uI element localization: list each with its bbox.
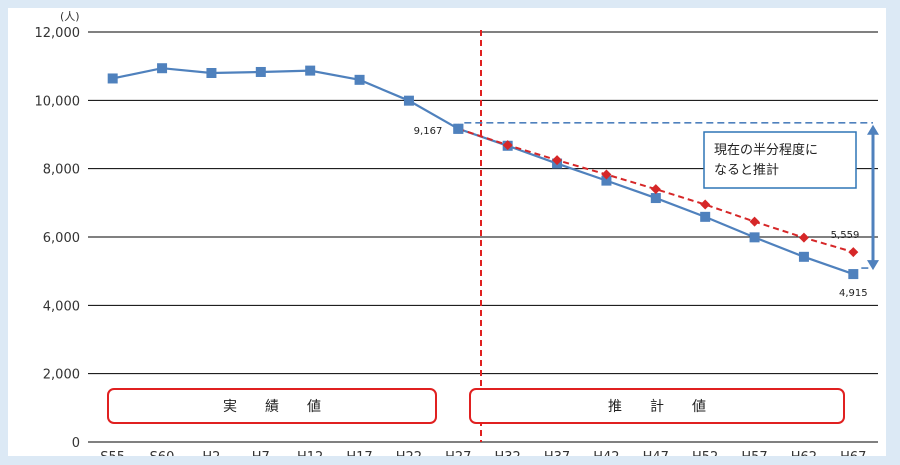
data-point-0 (354, 74, 365, 85)
data-labels: 9,167 5,559 4,915 (414, 126, 868, 299)
data-point-0 (601, 175, 612, 186)
region-labels: 実 績 値推 計 値 (107, 388, 845, 424)
data-point-0 (157, 63, 168, 74)
data-point-0 (848, 269, 859, 280)
x-tick-label: H42 (593, 450, 619, 456)
data-point-1 (700, 199, 711, 210)
x-tick-label: H17 (346, 450, 372, 456)
y-tick-label: 12,000 (35, 26, 81, 41)
data-point-1 (601, 169, 612, 180)
data-point-0 (700, 211, 711, 222)
data-point-0 (403, 95, 414, 106)
x-tick-label: H62 (791, 450, 817, 456)
data-point-0 (305, 65, 316, 76)
data-label-projection-end: 5,559 (831, 230, 860, 241)
x-tick-label: H27 (445, 450, 471, 456)
data-point-1 (650, 184, 661, 195)
y-tick-label: 0 (72, 436, 80, 451)
x-tick-label: H7 (252, 450, 270, 456)
data-point-1 (848, 247, 859, 258)
data-point-1 (798, 232, 809, 243)
data-point-1 (552, 155, 563, 166)
x-tick-label: H32 (495, 450, 521, 456)
data-label-h27: 9,167 (414, 126, 443, 137)
y-tick-label: 10,000 (35, 94, 81, 109)
population-line-chart: 12,000 10,000 8,000 6,000 4,000 2,000 0 (人) S5… (35, 10, 879, 456)
data-point-0 (206, 68, 217, 78)
x-tick-label: H52 (692, 450, 718, 456)
x-tick-label: H12 (297, 450, 323, 456)
y-tick-label: 4,000 (43, 299, 80, 314)
data-point-1 (502, 140, 513, 151)
x-tick-label: S60 (150, 450, 175, 456)
annotation-box (703, 131, 857, 189)
annotation-line-2: なると推計 (714, 162, 779, 178)
data-label-actual-end: 4,915 (839, 288, 868, 299)
region-label-actual: 実 績 値 (223, 399, 321, 415)
y-tick-label: 2,000 (43, 368, 80, 383)
data-point-h27 (453, 123, 464, 134)
region-box-actual (107, 388, 437, 424)
data-point-0 (749, 232, 760, 243)
annotation-line-1: 現在の半分程度に (714, 142, 818, 158)
x-tick-label: H57 (741, 450, 767, 456)
data-point-1 (749, 216, 760, 227)
y-tick-label: 6,000 (43, 231, 80, 246)
x-tick-label: S55 (100, 450, 125, 456)
data-point-0 (798, 251, 809, 262)
x-axis: S55 S60 H2 H7 H12 H17 H22 H27 H32 H37 H42 H47 H52 H57… (100, 450, 866, 456)
y-axis: 12,000 10,000 8,000 6,000 4,000 2,000 0 (35, 26, 81, 451)
region-box-projection (469, 388, 845, 424)
data-point-0 (107, 73, 118, 84)
y-axis-unit: (人) (60, 10, 80, 23)
x-tick-label: H37 (544, 450, 570, 456)
chart-panel: 12,000 10,000 8,000 6,000 4,000 2,000 0 (人) S5… (8, 8, 886, 456)
x-tick-label: H22 (396, 450, 422, 456)
series-line-0 (112, 67, 854, 276)
bracket-arrow-head-down (867, 260, 879, 271)
x-tick-label: H47 (643, 450, 669, 456)
data-point-0 (255, 66, 266, 77)
data-point-0 (650, 193, 661, 204)
x-tick-label: H67 (840, 450, 866, 456)
reduction-bracket (464, 121, 879, 271)
gridlines (88, 31, 878, 443)
bracket-arrow-head-up (867, 124, 879, 135)
series-group (107, 63, 859, 280)
series-line-1 (457, 127, 854, 254)
x-tick-label: H2 (202, 450, 220, 456)
y-tick-label: 8,000 (43, 163, 80, 178)
region-label-projection: 推 計 値 (608, 399, 706, 415)
